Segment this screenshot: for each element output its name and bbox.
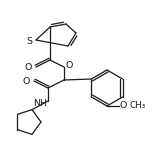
Text: CH₃: CH₃ [129,101,145,111]
Text: NH: NH [33,99,47,107]
Text: O: O [25,62,32,72]
Text: S: S [26,36,32,46]
Text: O: O [23,77,30,86]
Text: O: O [120,101,127,111]
Text: O: O [66,60,73,69]
